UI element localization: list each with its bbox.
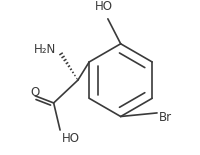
Text: HO: HO	[95, 0, 113, 13]
Text: HO: HO	[62, 132, 80, 145]
Text: H₂N: H₂N	[34, 43, 57, 56]
Text: Br: Br	[158, 111, 172, 124]
Text: O: O	[30, 86, 39, 99]
